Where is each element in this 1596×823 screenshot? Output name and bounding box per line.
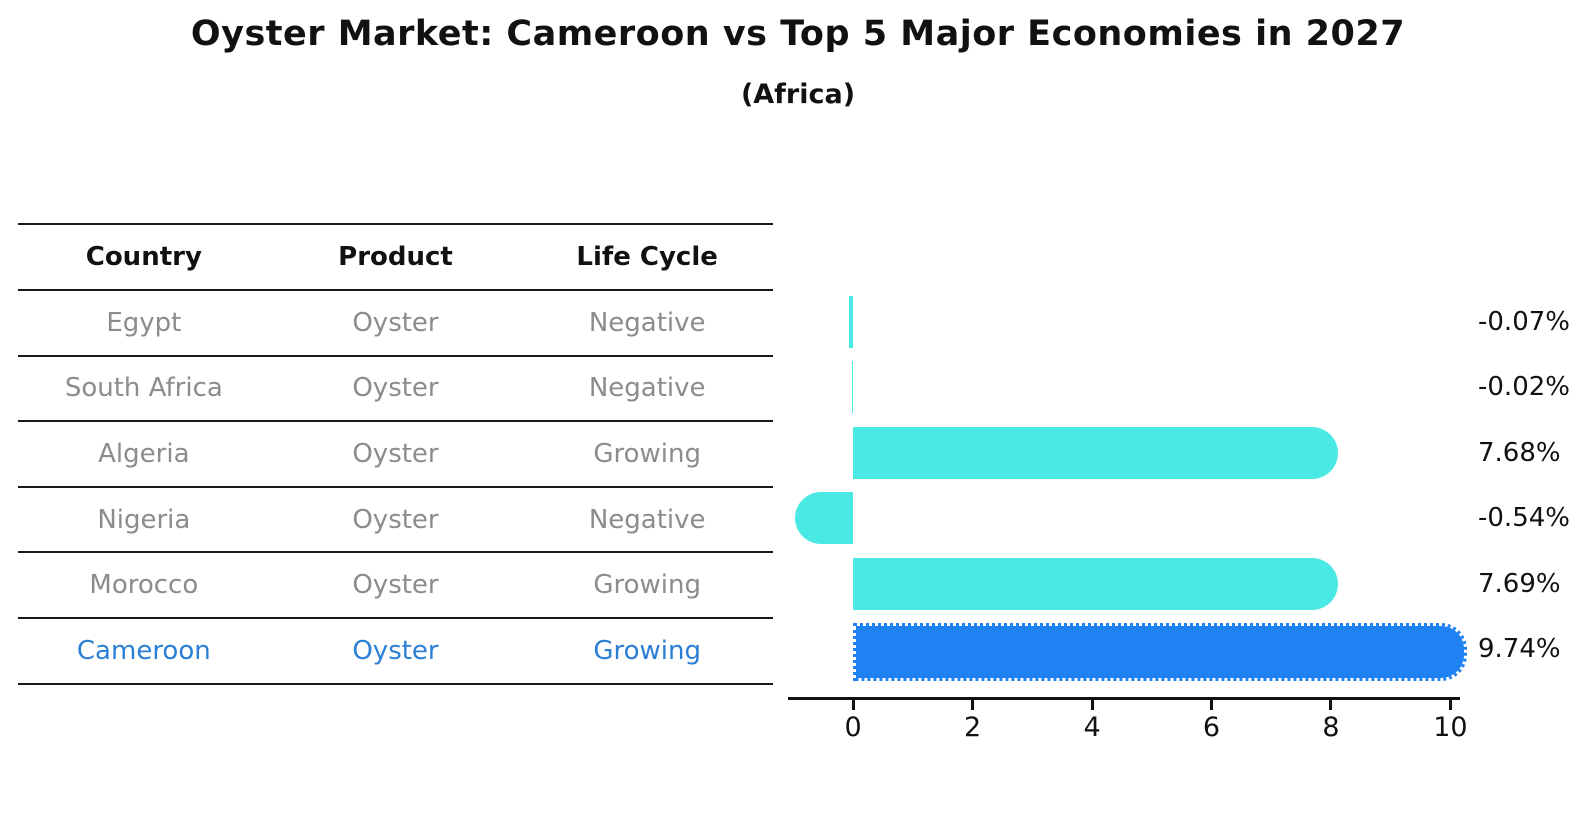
table-row: South Africa Oyster Negative bbox=[18, 357, 773, 423]
cell-country: Cameroon bbox=[76, 635, 211, 666]
bar-nigeria bbox=[794, 492, 854, 544]
table-row: Cameroon Oyster Growing bbox=[18, 619, 773, 685]
bar-egypt bbox=[848, 295, 854, 348]
x-tick-mark bbox=[1090, 700, 1094, 710]
bar-value-label: -0.07% bbox=[1478, 306, 1570, 337]
cell-product: Oyster bbox=[352, 373, 439, 404]
x-tick-label: 6 bbox=[1202, 712, 1221, 743]
chart-subtitle: (Africa) bbox=[740, 79, 856, 110]
bar-cameroon bbox=[853, 623, 1467, 681]
cell-life-cycle: Negative bbox=[588, 307, 706, 338]
x-tick-mark bbox=[1210, 700, 1213, 710]
table-row: Egypt Oyster Negative bbox=[18, 291, 773, 357]
table-row: Morocco Oyster Growing bbox=[18, 553, 773, 619]
bar-value-label: 9.74% bbox=[1478, 634, 1561, 664]
x-axis-line bbox=[788, 697, 1460, 700]
x-tick-mark bbox=[851, 700, 855, 710]
table-row: Algeria Oyster Growing bbox=[18, 422, 773, 488]
column-header: Life Cycle bbox=[576, 242, 718, 272]
bar-algeria bbox=[853, 426, 1338, 479]
cell-life-cycle: Growing bbox=[593, 570, 701, 601]
column-header: Country bbox=[85, 242, 202, 272]
bar-morocco bbox=[853, 557, 1339, 610]
bar-chart: 0 2 4 6 8 10 bbox=[788, 280, 1468, 743]
cell-life-cycle: Growing bbox=[593, 438, 701, 469]
cell-country: Nigeria bbox=[97, 504, 191, 535]
cell-product: Oyster bbox=[352, 504, 439, 535]
table-header-row: Country Product Life Cycle bbox=[18, 225, 773, 291]
cell-country: South Africa bbox=[64, 373, 223, 404]
bar-value-label: 7.68% bbox=[1478, 437, 1561, 468]
x-tick-label: 8 bbox=[1322, 712, 1340, 743]
x-tick-label: 2 bbox=[963, 712, 982, 743]
x-tick-mark bbox=[1329, 700, 1333, 710]
x-tick-mark bbox=[971, 700, 975, 710]
x-tick-label: 4 bbox=[1083, 712, 1101, 743]
cell-life-cycle: Growing bbox=[593, 635, 701, 666]
bar-value-label: -0.02% bbox=[1478, 372, 1570, 402]
cell-life-cycle: Negative bbox=[588, 373, 706, 404]
bar-south-africa bbox=[851, 361, 854, 413]
x-tick-mark bbox=[1448, 700, 1452, 710]
country-table: Country Product Life Cycle Egypt Oyster Negat… bbox=[18, 223, 773, 685]
cell-product: Oyster bbox=[352, 307, 439, 338]
x-tick-label: 10 bbox=[1433, 712, 1468, 743]
bar-value-label: -0.54% bbox=[1478, 503, 1570, 533]
cell-product: Oyster bbox=[352, 570, 439, 601]
cell-product: Oyster bbox=[352, 635, 439, 666]
bar-value-label: 7.69% bbox=[1478, 568, 1561, 599]
column-header: Product bbox=[338, 242, 453, 272]
cell-country: Egypt bbox=[106, 307, 182, 338]
cell-product: Oyster bbox=[352, 438, 439, 469]
table-row: Nigeria Oyster Negative bbox=[18, 488, 773, 554]
cell-country: Algeria bbox=[98, 438, 190, 469]
cell-country: Morocco bbox=[89, 570, 199, 601]
cell-life-cycle: Negative bbox=[588, 504, 706, 535]
x-tick-label: 0 bbox=[844, 712, 862, 743]
chart-title: Oyster Market: Cameroon vs Top 5 Major E… bbox=[190, 14, 1406, 54]
